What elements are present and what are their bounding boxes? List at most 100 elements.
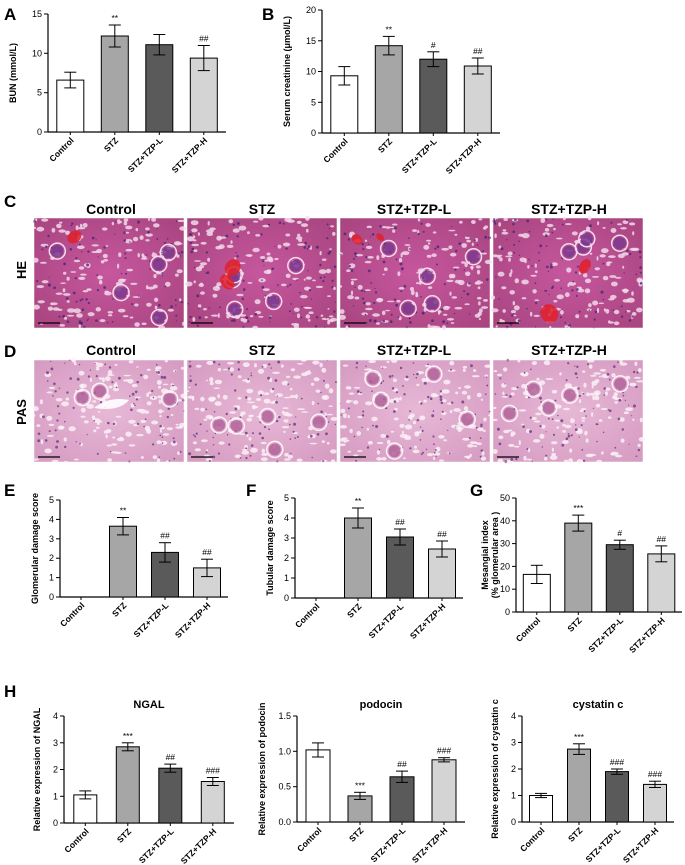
- chart-a-bar-stz: [100, 35, 129, 133]
- chart-h3-y-tick-label: 2: [511, 764, 516, 774]
- chart-h1-y-tick-label: 2: [53, 765, 58, 775]
- chart-h1-y-axis-label: Relative expression of NGAL: [32, 707, 42, 831]
- chart-h3-bar-stz-tzp-l: [605, 771, 629, 823]
- he-image-stz-tzp-h: [490, 216, 644, 330]
- he-header-stz-tzp-l: STZ+TZP-L: [377, 201, 452, 217]
- chart-g-y-axis-label-2: (% glomerular area ): [490, 512, 500, 599]
- chart-h3-y-tick-label: 3: [511, 738, 516, 748]
- chart-e-y-tick-label: 5: [49, 495, 54, 505]
- chart-g-y-tick-label: 10: [500, 584, 510, 594]
- chart-g-x-tick-label-stz: STZ: [565, 615, 583, 633]
- chart-g-x-tick-label-stz-tzp-l: STZ+TZP-L: [586, 615, 625, 654]
- chart-b-significance-stz: **: [385, 24, 392, 34]
- chart-h3-y-axis-label: Relative expression of cystatin c: [490, 699, 500, 839]
- chart-h3-x-tick-label-stz-tzp-h: STZ+TZP-H: [621, 825, 661, 865]
- chart-h1-y-tick-label: 4: [53, 711, 58, 721]
- chart-h1-significance-stz-tzp-l: ##: [166, 752, 176, 762]
- chart-f-y-tick-label: 5: [284, 493, 289, 503]
- chart-g-y-tick-label: 20: [500, 561, 510, 571]
- pas-image-stz-tzp-h: [490, 357, 646, 464]
- chart-h1-bar-stz: [115, 746, 140, 824]
- chart-e-y-tick-label: 2: [49, 553, 54, 563]
- chart-e-x-tick-label-stz-tzp-h: STZ+TZP-H: [173, 600, 213, 640]
- chart-h3-x-tick-label-stz-tzp-l: STZ+TZP-L: [583, 825, 622, 864]
- chart-f-x-tick-label-control: Control: [293, 601, 321, 629]
- chart-b-y-tick-label: 0: [311, 128, 316, 138]
- chart-f-bar-stz: [344, 517, 372, 599]
- pas-image-stz-tzp-l: [338, 358, 492, 463]
- chart-f-significance-stz-tzp-l: ##: [395, 517, 405, 527]
- chart-h1-y-tick-label: 1: [53, 791, 58, 801]
- chart-h1-significance-stz-tzp-h: ###: [206, 766, 220, 776]
- chart-e-y-tick-label: 3: [49, 534, 54, 544]
- chart-g-y-tick-label: 40: [500, 516, 510, 526]
- chart-h2-significance-stz-tzp-l: ##: [397, 759, 407, 769]
- chart-g-bar-stz-tzp-h: [647, 553, 676, 613]
- chart-h3-significance-stz-tzp-h: ###: [648, 769, 662, 779]
- pas-header-stz-tzp-l: STZ+TZP-L: [377, 342, 452, 358]
- chart-e-x-tick-label-stz-tzp-l: STZ+TZP-L: [131, 600, 170, 639]
- chart-f-y-tick-label: 0: [284, 593, 289, 603]
- chart-h3-bar-stz-tzp-h: [643, 783, 667, 823]
- chart-b-bar-stz: [374, 45, 403, 134]
- chart-a-x-tick-label-control: Control: [47, 135, 75, 163]
- chart-h3-significance-stz: ***: [574, 732, 585, 742]
- chart-h2-y-axis-label: Relative expression of podocin: [257, 702, 267, 835]
- chart-a-y-tick-label: 0: [37, 127, 42, 137]
- chart-h3-x-tick-label-stz: STZ: [566, 825, 584, 843]
- chart-serum-creatinine: 0 5 10 15 20 Serum creatinine (μmol/L) Control…: [282, 5, 500, 176]
- chart-h1-x-tick-label-stz-tzp-l: STZ+TZP-L: [137, 826, 176, 865]
- chart-b-y-tick-label: 20: [306, 5, 316, 15]
- chart-podocin: podocin 0.0 0.5 1.0 1.5 Relative expression o…: [257, 699, 465, 865]
- chart-h2-x-tick-label-control: Control: [295, 825, 323, 853]
- chart-h1-title: NGAL: [133, 699, 164, 711]
- pas-image-stz: [184, 359, 338, 463]
- chart-f-y-tick-label: 2: [284, 553, 289, 563]
- panel-letter-e: E: [4, 481, 15, 500]
- chart-e-x-tick-label-control: Control: [58, 600, 86, 628]
- chart-mesangial-index: 0 10 20 30 40 50 Mesangial index (% glomerular …: [480, 493, 682, 655]
- chart-b-significance-stz-tzp-l: #: [431, 40, 436, 50]
- chart-e-significance-stz-tzp-h: ##: [202, 547, 212, 557]
- chart-cystatin-c: cystatin c 0 1 2 3 4 Relative expression of cy…: [490, 699, 674, 865]
- chart-a-x-tick-label-stz-tzp-h: STZ+TZP-H: [170, 135, 210, 175]
- chart-h3-bar-stz: [567, 748, 591, 823]
- he-header-control: Control: [86, 201, 136, 217]
- he-micrograph-row: [32, 215, 644, 330]
- chart-f-y-tick-label: 4: [284, 513, 289, 523]
- chart-b-y-tick-label: 10: [306, 67, 316, 77]
- he-header-stz: STZ: [249, 201, 276, 217]
- chart-b-x-tick-label-stz-tzp-l: STZ+TZP-L: [400, 136, 439, 175]
- chart-f-y-axis-label: Tubular damage score: [265, 500, 275, 595]
- row-label-he: HE: [14, 261, 29, 279]
- chart-h3-y-tick-label: 1: [511, 791, 516, 801]
- chart-h2-y-tick-label: 0.0: [278, 817, 291, 827]
- chart-g-significance-stz-tzp-l: #: [617, 528, 622, 538]
- chart-e-bar-stz: [109, 525, 137, 598]
- chart-h2-bar-stz-tzp-h: [431, 759, 457, 823]
- chart-a-x-tick-label-stz: STZ: [102, 135, 120, 153]
- chart-b-x-tick-label-control: Control: [321, 136, 349, 164]
- chart-a-y-tick-label: 5: [37, 88, 42, 98]
- chart-a-y-tick-label: 15: [32, 9, 42, 19]
- chart-h2-y-tick-label: 0.5: [278, 782, 291, 792]
- pas-header-stz-tzp-h: STZ+TZP-H: [531, 342, 607, 358]
- pas-image-control: [32, 357, 187, 464]
- chart-h2-bar-stz-tzp-l: [389, 776, 415, 823]
- chart-a-y-tick-label: 10: [32, 48, 42, 58]
- chart-h2-significance-stz-tzp-h: ###: [437, 746, 451, 756]
- chart-g-y-tick-label: 30: [500, 539, 510, 549]
- pas-header-control: Control: [86, 342, 136, 358]
- chart-e-y-tick-label: 0: [49, 592, 54, 602]
- chart-a-x-tick-label-stz-tzp-l: STZ+TZP-L: [126, 135, 165, 174]
- chart-g-significance-stz-tzp-h: ##: [657, 534, 667, 544]
- chart-g-y-axis-label: Mesangial index: [480, 520, 490, 590]
- chart-g-bar-stz: [564, 522, 593, 613]
- chart-g-x-tick-label-control: Control: [514, 615, 542, 643]
- chart-f-y-tick-label: 1: [284, 573, 289, 583]
- chart-e-y-tick-label: 4: [49, 514, 54, 524]
- chart-b-x-tick-label-stz-tzp-h: STZ+TZP-H: [444, 136, 484, 176]
- chart-g-y-tick-label: 50: [500, 493, 510, 503]
- chart-h3-title: cystatin c: [573, 699, 624, 711]
